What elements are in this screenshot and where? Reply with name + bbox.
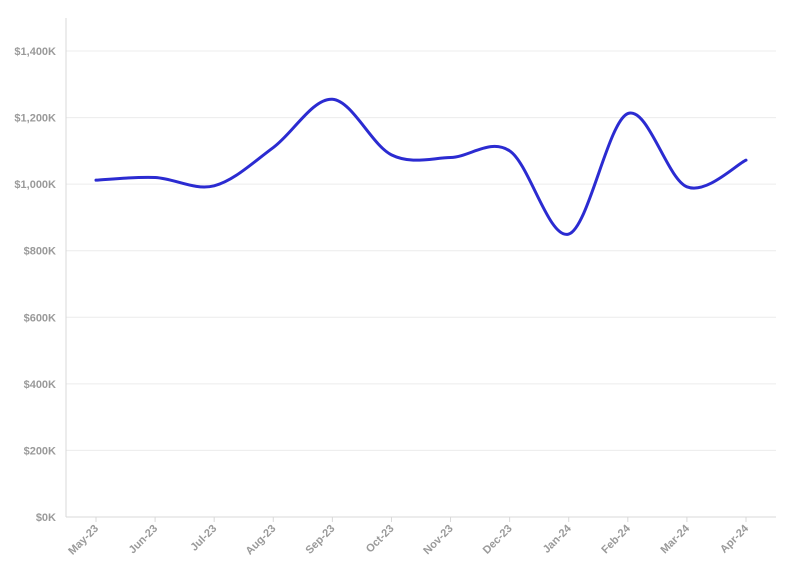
x-tick-label: Sep-23 (303, 523, 337, 557)
x-tick-label: Jun-23 (127, 523, 161, 557)
x-tick-label: Dec-23 (481, 523, 515, 557)
y-tick-label: $1,000K (14, 179, 56, 191)
y-tick-label: $200K (24, 445, 56, 457)
series-layer (94, 97, 748, 236)
series-line (94, 97, 748, 236)
y-axis-ticks: $0K $200K $400K $600K $800K $1,000K $1,200K $1,… (14, 46, 56, 524)
y-tick-label: $400K (24, 379, 56, 391)
gridlines (66, 50, 776, 451)
x-tick-label: Mar-24 (658, 522, 692, 556)
y-tick-label: $800K (24, 246, 56, 258)
x-tick-label: Jul-23 (188, 523, 219, 554)
x-tick-label: Jan-24 (541, 522, 575, 556)
y-tick-label: $1,400K (14, 46, 56, 58)
x-tick-label: Aug-23 (244, 523, 279, 558)
x-tick-label: Apr-24 (718, 522, 752, 556)
x-tick-label: Nov-23 (421, 523, 455, 557)
axes (65, 18, 776, 518)
x-tick-label: May-23 (66, 523, 101, 558)
y-tick-label: $1,200K (14, 113, 56, 125)
x-tick-label: Feb-24 (599, 522, 633, 556)
y-tick-label: $600K (24, 312, 56, 324)
y-tick-label: $0K (36, 512, 56, 524)
x-axis-ticks: May-23 Jun-23 Jul-23 Aug-23 Sep-23 Oct-23 Nov-… (66, 517, 752, 558)
x-tick-label: Oct-23 (364, 523, 397, 556)
